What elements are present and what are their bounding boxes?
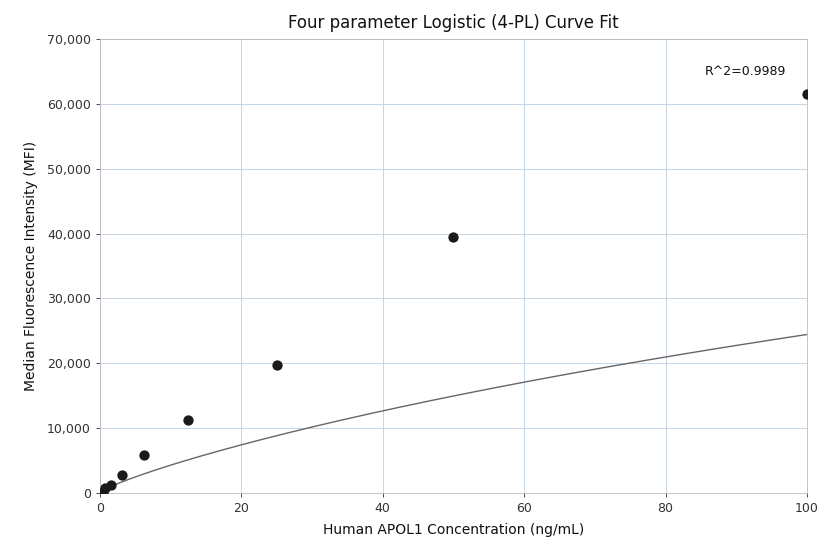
Text: R^2=0.9989: R^2=0.9989 [705, 65, 785, 78]
Point [800, 90, 814, 99]
Point [137, 451, 151, 460]
Point [270, 361, 283, 370]
Point [96, 487, 109, 496]
Point [116, 470, 129, 479]
X-axis label: Human APOL1 Concentration (ng/mL): Human APOL1 Concentration (ng/mL) [323, 523, 584, 537]
Point [447, 232, 460, 241]
Point [99, 484, 112, 493]
Point [181, 415, 195, 424]
Point [104, 480, 117, 489]
Y-axis label: Median Fluorescence Intensity (MFI): Median Fluorescence Intensity (MFI) [24, 141, 38, 391]
Title: Four parameter Logistic (4-PL) Curve Fit: Four parameter Logistic (4-PL) Curve Fit [288, 14, 619, 32]
